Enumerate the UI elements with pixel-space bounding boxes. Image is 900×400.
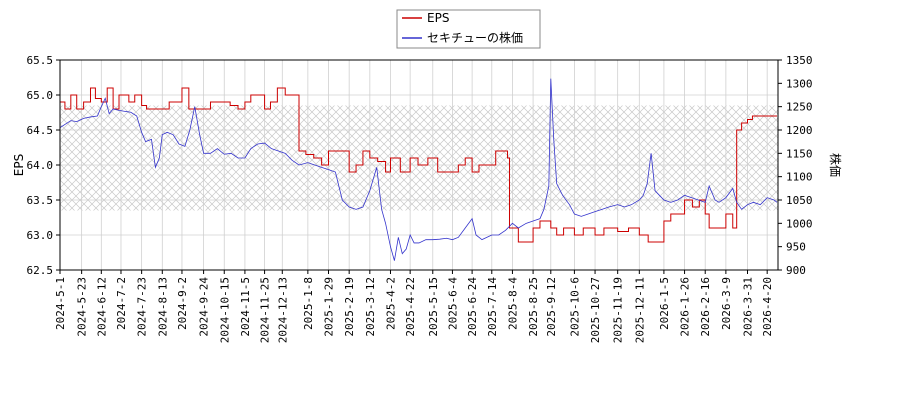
eps-series-line <box>60 87 778 243</box>
x-tick-label: 2026-4-20 <box>761 277 774 337</box>
x-tick-label: 2024-11-5 <box>239 277 252 337</box>
x-tick-label: 2025-7-14 <box>486 277 499 337</box>
x-tick-label: 2024-11-25 <box>259 277 272 343</box>
x-tick-label: 2026-3-9 <box>720 277 733 330</box>
x-tick-label: 2024-6-12 <box>95 277 108 337</box>
x-tick-label: 2025-6-4 <box>446 277 459 330</box>
x-tick-label: 2025-10-6 <box>568 277 581 337</box>
x-tick-label: 2024-8-13 <box>156 277 169 337</box>
x-tick-label: 2025-12-11 <box>633 277 646 343</box>
legend-label-eps: EPS <box>427 11 449 25</box>
x-tick-label: 2025-4-22 <box>404 277 417 337</box>
x-tick-label: 2024-7-23 <box>136 277 149 337</box>
legend-label-stock-price: セキチューの株価 <box>427 30 523 45</box>
left-axis-title: EPS <box>12 154 26 176</box>
x-tick-label: 2024-12-13 <box>276 277 289 343</box>
x-tick-label: 2025-1-29 <box>323 277 336 337</box>
left-tick-label: 65.0 <box>27 89 54 102</box>
x-tick-label: 2025-8-4 <box>506 277 519 330</box>
right-tick-label: 1300 <box>786 77 813 90</box>
legend: EPS セキチューの株価 <box>396 9 541 49</box>
x-tick-label: 2026-1-5 <box>658 277 671 330</box>
x-tick-label: 2025-1-8 <box>302 277 315 330</box>
x-tick-label: 2024-10-15 <box>218 277 231 343</box>
x-tick-label: 2025-6-24 <box>466 277 479 337</box>
left-tick-label: 64.0 <box>27 159 54 172</box>
x-tick-label: 2025-5-15 <box>427 277 440 337</box>
stock-price-series-line <box>60 78 778 261</box>
left-tick-label: 65.5 <box>27 54 54 67</box>
x-tick-label: 2024-9-24 <box>198 277 211 337</box>
x-tick-label: 2025-2-19 <box>343 277 356 337</box>
left-tick-label: 63.5 <box>27 194 54 207</box>
x-tick-label: 2024-9-2 <box>176 277 189 330</box>
right-tick-label: 1050 <box>786 194 813 207</box>
left-axis-ticks: 62.5 63.0 63.5 64.0 64.5 65.0 65.5 <box>27 54 60 277</box>
right-tick-label: 1350 <box>786 54 813 67</box>
left-tick-label: 63.0 <box>27 229 54 242</box>
right-tick-label: 1100 <box>786 171 813 184</box>
x-tick-label: 2026-1-26 <box>679 277 692 337</box>
left-tick-label: 64.5 <box>27 124 54 137</box>
x-tick-label: 2025-10-27 <box>589 277 602 343</box>
x-tick-label: 2025-4-2 <box>384 277 397 330</box>
right-tick-label: 950 <box>786 241 806 254</box>
right-tick-label: 1150 <box>786 147 813 160</box>
right-tick-label: 1250 <box>786 101 813 114</box>
x-tick-label: 2025-11-19 <box>612 277 625 343</box>
x-tick-label: 2025-9-12 <box>545 277 558 337</box>
x-tick-label: 2026-3-31 <box>742 277 755 337</box>
x-tick-label: 2024-5-23 <box>76 277 89 337</box>
x-axis-ticks: 2024-5-1 2024-5-23 2024-6-12 2024-7-2 2024-7… <box>54 270 774 343</box>
x-tick-label: 2024-5-1 <box>54 277 67 330</box>
right-tick-label: 900 <box>786 264 806 277</box>
legend-box <box>396 9 541 49</box>
shaded-band <box>60 105 778 211</box>
left-tick-label: 62.5 <box>27 264 54 277</box>
right-tick-label: 1000 <box>786 217 813 230</box>
x-tick-label: 2024-7-2 <box>115 277 128 330</box>
right-tick-label: 1200 <box>786 124 813 137</box>
right-axis-ticks: 900 950 1000 1050 1100 1150 1200 1250 1300 1350 <box>778 54 813 277</box>
right-axis-title: 株価 <box>828 153 843 177</box>
x-tick-label: 2025-3-12 <box>364 277 377 337</box>
x-tick-label: 2026-2-16 <box>699 277 712 337</box>
x-tick-label: 2025-8-25 <box>527 277 540 337</box>
